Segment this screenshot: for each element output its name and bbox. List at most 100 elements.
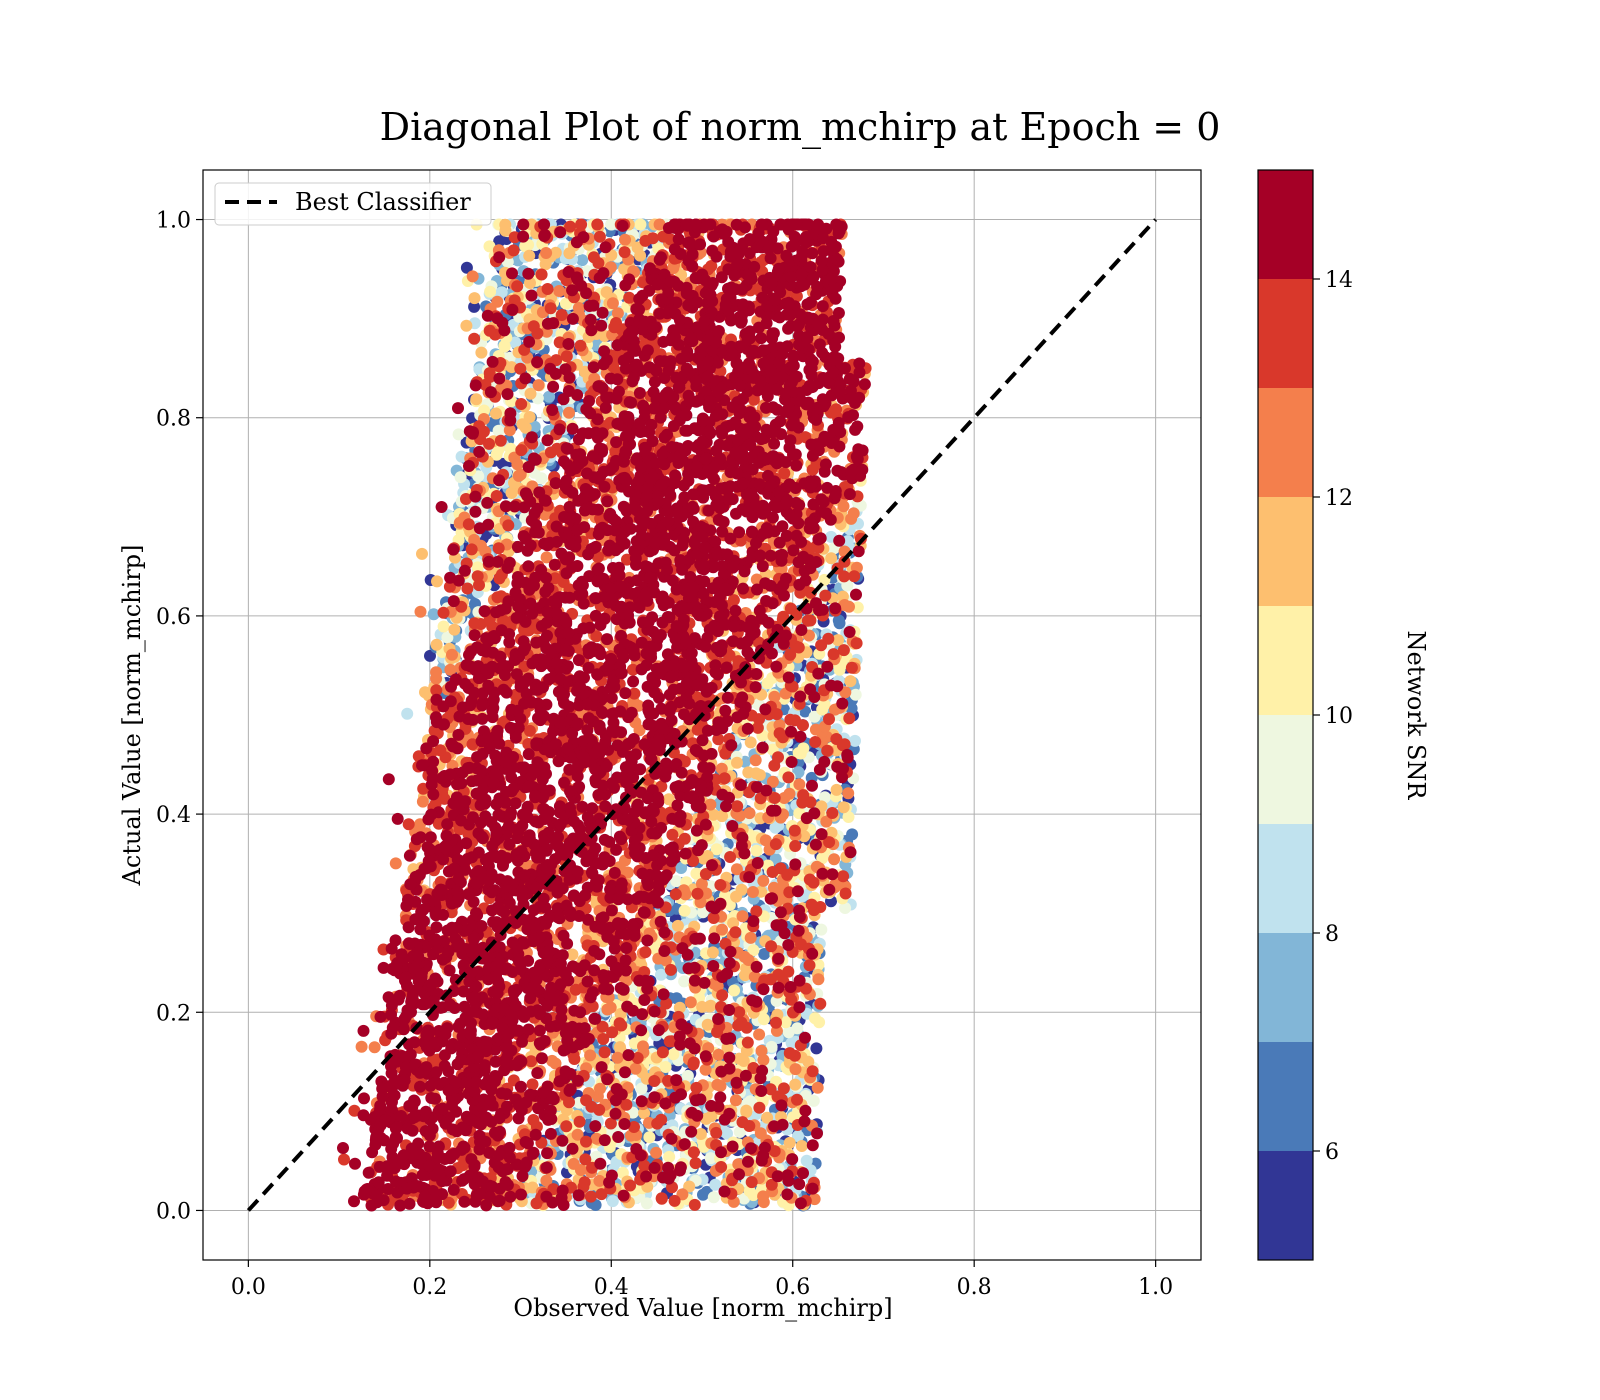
scatter-point [706, 946, 719, 959]
scatter-point [546, 1054, 559, 1067]
scatter-point [606, 1195, 619, 1208]
scatter-point [389, 857, 402, 870]
scatter-point [696, 906, 709, 919]
scatter-point [766, 866, 779, 878]
scatter-point [758, 948, 771, 960]
scatter-point [782, 771, 795, 784]
scatter-point [338, 1153, 350, 1166]
scatter-point [830, 783, 843, 796]
scatter-point [699, 1063, 712, 1076]
scatter-point [711, 1078, 724, 1091]
scatter-point [468, 332, 481, 345]
scatter-point [594, 1082, 606, 1095]
scatter-point [655, 1192, 668, 1205]
scatter-point [753, 1028, 766, 1041]
scatter-point [671, 919, 684, 932]
scatter-point [809, 736, 822, 748]
scatter-point [678, 975, 691, 988]
scatter-point [845, 512, 858, 525]
scatter-point [828, 853, 841, 866]
scatter-point [454, 471, 467, 484]
scatter-point [819, 589, 832, 602]
scatter-point [843, 600, 855, 613]
scatter-point [368, 1041, 381, 1054]
scatter-point [585, 1100, 598, 1113]
scatter-point [532, 379, 545, 392]
scatter-point [769, 821, 782, 834]
scatter-point [795, 1140, 808, 1152]
scatter-point [721, 1127, 733, 1140]
scatter-point [543, 390, 556, 403]
scatter-point [516, 418, 529, 431]
scatter-point [430, 638, 443, 651]
scatter-point [430, 666, 443, 679]
scatter-point [492, 424, 505, 437]
scatter-point [452, 428, 465, 441]
scatter-points [337, 218, 872, 1212]
scatter-point [825, 552, 838, 565]
scatter-point [523, 249, 536, 262]
chart-title: Diagonal Plot of norm_mchirp at Epoch = … [380, 105, 1221, 150]
scatter-point [740, 1104, 753, 1117]
scatter-point [670, 875, 683, 888]
scatter-point [655, 968, 667, 981]
scatter-point [471, 570, 484, 583]
scatter-point [747, 886, 759, 898]
scatter-point [416, 547, 428, 560]
scatter-point [792, 766, 805, 779]
scatter-point [541, 283, 554, 295]
scatter-point [800, 1154, 813, 1167]
scatter-point [468, 300, 481, 313]
scatter-point [777, 1082, 790, 1095]
scatter-point [803, 959, 816, 972]
scatter-point [650, 1146, 663, 1159]
scatter-point [712, 1048, 725, 1061]
scatter-point [844, 675, 857, 688]
scatter-point [567, 1157, 580, 1170]
scatter-point [757, 1196, 770, 1209]
scatter-point [446, 648, 458, 661]
scatter-point [750, 844, 763, 857]
scatter-point [804, 614, 817, 627]
scatter-point [744, 736, 757, 749]
scatter-point [572, 302, 585, 314]
scatter-point [600, 286, 613, 299]
scatter-point [697, 1188, 709, 1201]
scatter-point [797, 789, 810, 802]
scatter-point [788, 824, 801, 837]
scatter-point [579, 1153, 592, 1166]
scatter-point [580, 1135, 592, 1148]
scatter-point [796, 719, 809, 732]
scatter-point [355, 1040, 368, 1053]
scatter-point [620, 1098, 633, 1111]
scatter-point [505, 487, 518, 499]
scatter-point [515, 398, 528, 410]
scatter-point [687, 1058, 700, 1071]
scatter-point [611, 1051, 624, 1064]
scatter-point [424, 649, 436, 662]
scatter-point [753, 1101, 766, 1114]
scatter-point [744, 931, 757, 944]
scatter-point [675, 862, 688, 874]
scatter-point [823, 713, 835, 726]
scatter-point [490, 407, 502, 420]
scatter-point [846, 828, 859, 841]
scatter-point [707, 1191, 720, 1204]
scatter-point [821, 744, 834, 757]
scatter-point [745, 1176, 758, 1189]
scatter-point [809, 1012, 821, 1025]
scatter-point [815, 639, 828, 652]
scatter-point [678, 904, 691, 917]
scatter-point [499, 218, 512, 231]
scatter-point [833, 663, 846, 676]
scatter-point [401, 707, 414, 720]
scatter-point [765, 940, 778, 953]
scatter-point [668, 1194, 681, 1207]
scatter-point [691, 887, 704, 900]
scatter-point [634, 249, 647, 262]
scatter-point [793, 778, 806, 791]
scatter-point [619, 233, 631, 246]
scatter-point [669, 888, 682, 901]
scatter-point [730, 890, 743, 903]
